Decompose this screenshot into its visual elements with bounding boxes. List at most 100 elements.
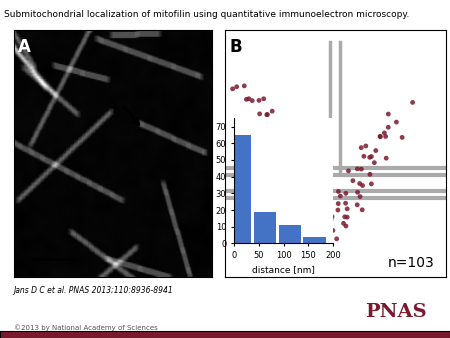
Point <box>335 201 342 206</box>
Point <box>312 224 319 229</box>
Point <box>356 194 364 199</box>
Point <box>329 228 337 233</box>
Point <box>279 168 286 173</box>
Point <box>279 156 287 161</box>
Point <box>256 122 264 127</box>
Point <box>315 202 323 207</box>
Text: A: A <box>18 38 30 56</box>
Point <box>393 119 400 125</box>
Text: B: B <box>230 38 242 56</box>
Point <box>260 121 267 126</box>
Point <box>354 202 361 208</box>
Point <box>385 111 392 117</box>
Bar <box>279 225 301 243</box>
Point <box>368 154 375 159</box>
Point <box>319 227 326 233</box>
Y-axis label: %: % <box>200 171 209 181</box>
Point <box>354 166 361 171</box>
Point <box>359 183 366 188</box>
Point <box>304 192 311 198</box>
Point <box>293 181 301 187</box>
Point <box>328 217 335 222</box>
Point <box>354 190 361 195</box>
Point <box>337 193 344 199</box>
Point <box>372 148 379 153</box>
Point <box>241 83 248 89</box>
Point <box>359 207 366 213</box>
Point <box>377 134 384 139</box>
Point <box>325 225 332 230</box>
Point <box>344 214 351 220</box>
Point <box>399 135 406 140</box>
Point <box>320 229 328 235</box>
Point <box>342 200 349 206</box>
Point <box>311 190 319 195</box>
Point <box>295 166 302 171</box>
Point <box>264 148 271 153</box>
Point <box>263 112 270 117</box>
Point <box>343 206 351 212</box>
Point <box>269 108 276 114</box>
Text: n=103: n=103 <box>388 256 435 270</box>
Point <box>288 147 295 153</box>
Point <box>319 218 326 223</box>
Point <box>385 125 392 130</box>
Point <box>243 97 250 102</box>
Point <box>245 96 252 101</box>
Point <box>273 122 280 128</box>
Text: OM: OM <box>235 190 253 200</box>
Point <box>371 160 378 165</box>
Point <box>366 172 373 177</box>
Point <box>362 143 369 149</box>
Point <box>360 153 368 159</box>
Point <box>368 181 375 187</box>
Point <box>356 181 363 186</box>
Point <box>301 172 308 177</box>
Point <box>292 192 300 197</box>
Point <box>322 202 329 208</box>
Bar <box>303 237 325 243</box>
Point <box>264 112 271 117</box>
Point <box>307 214 315 219</box>
Point <box>301 207 308 212</box>
Point <box>256 98 263 103</box>
Point <box>349 178 356 184</box>
Point <box>274 136 282 141</box>
Point <box>318 225 325 231</box>
Point <box>305 183 312 188</box>
Point <box>291 205 298 211</box>
Point <box>289 159 297 164</box>
Bar <box>229 135 251 243</box>
Point <box>266 119 274 124</box>
Point <box>335 189 342 194</box>
Point <box>328 214 336 219</box>
Point <box>306 216 313 222</box>
Text: ©2013 by National Academy of Sciences: ©2013 by National Academy of Sciences <box>14 324 157 331</box>
Text: Jans D C et al. PNAS 2013;110:8936-8941: Jans D C et al. PNAS 2013;110:8936-8941 <box>14 286 173 295</box>
Point <box>345 168 352 173</box>
Point <box>377 134 384 139</box>
Point <box>321 209 328 214</box>
Point <box>382 155 390 161</box>
Point <box>260 96 267 101</box>
Point <box>248 98 256 103</box>
Point <box>282 179 289 185</box>
Point <box>340 221 347 226</box>
Point <box>310 189 317 194</box>
Point <box>277 134 284 140</box>
Point <box>302 183 309 188</box>
Point <box>366 154 373 160</box>
Point <box>306 207 313 213</box>
Text: PNAS: PNAS <box>365 303 427 321</box>
Point <box>295 159 302 164</box>
Point <box>382 134 389 139</box>
Point <box>298 195 305 200</box>
Point <box>233 84 240 90</box>
Point <box>358 145 365 150</box>
X-axis label: distance [nm]: distance [nm] <box>252 266 315 274</box>
Point <box>265 130 272 136</box>
Point <box>409 100 416 105</box>
Point <box>333 236 340 242</box>
Point <box>342 191 350 196</box>
Text: Submitochondrial localization of mitofilin using quantitative immunoelectron mic: Submitochondrial localization of mitofil… <box>4 10 410 19</box>
